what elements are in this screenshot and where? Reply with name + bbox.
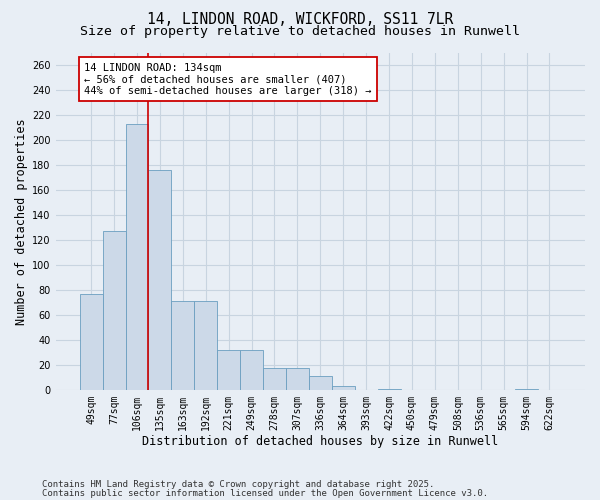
Bar	[515, 389, 538, 390]
Bar	[332, 386, 355, 390]
Text: Contains public sector information licensed under the Open Government Licence v3: Contains public sector information licen…	[42, 490, 488, 498]
Bar	[377, 389, 401, 390]
Bar	[309, 376, 332, 390]
Bar	[125, 124, 148, 390]
Text: Contains HM Land Registry data © Crown copyright and database right 2025.: Contains HM Land Registry data © Crown c…	[42, 480, 434, 489]
Bar	[194, 302, 217, 390]
Bar	[217, 350, 240, 390]
Bar	[240, 350, 263, 390]
Bar	[148, 170, 172, 390]
Text: Size of property relative to detached houses in Runwell: Size of property relative to detached ho…	[80, 25, 520, 38]
Bar	[103, 232, 125, 390]
X-axis label: Distribution of detached houses by size in Runwell: Distribution of detached houses by size …	[142, 434, 499, 448]
Bar	[172, 302, 194, 390]
Bar	[263, 368, 286, 390]
Text: 14, LINDON ROAD, WICKFORD, SS11 7LR: 14, LINDON ROAD, WICKFORD, SS11 7LR	[147, 12, 453, 28]
Bar	[80, 294, 103, 390]
Text: 14 LINDON ROAD: 134sqm
← 56% of detached houses are smaller (407)
44% of semi-de: 14 LINDON ROAD: 134sqm ← 56% of detached…	[84, 62, 372, 96]
Y-axis label: Number of detached properties: Number of detached properties	[15, 118, 28, 324]
Bar	[286, 368, 309, 390]
